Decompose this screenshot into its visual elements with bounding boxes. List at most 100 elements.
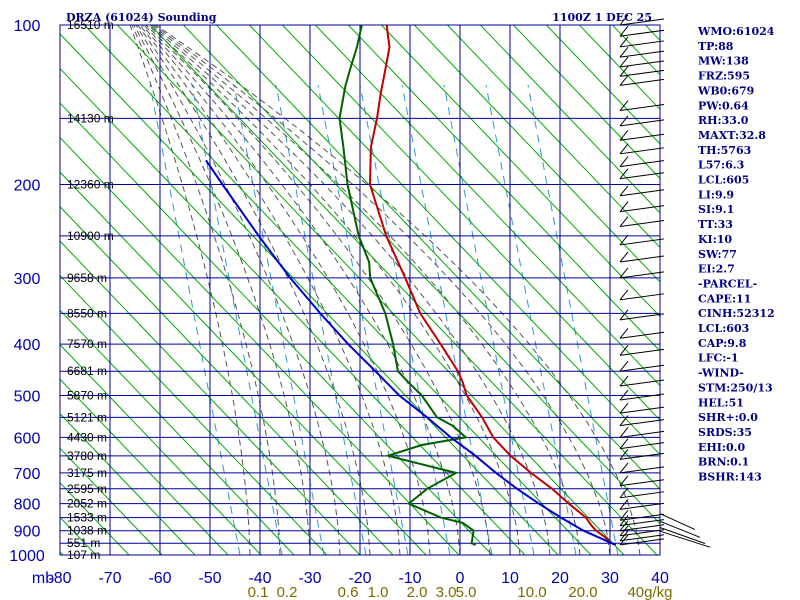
- parcel-profile: [205, 159, 617, 546]
- wind-barb-staff: [619, 172, 665, 180]
- dry-adiabat: [116, 25, 625, 555]
- wind-barb-staff: [619, 29, 665, 37]
- wind-barb: [619, 415, 665, 427]
- wind-barb: [619, 462, 665, 474]
- mixing-ratio-label: 10.0: [517, 584, 546, 600]
- wind-barb-flag: [619, 36, 629, 48]
- dry-adiabat: [215, 25, 660, 490]
- wind-barb-staff: [619, 534, 665, 542]
- height-label: 3175 m: [67, 466, 107, 480]
- index-item: MAXT:32.8: [698, 129, 766, 142]
- wind-barb-staff: [659, 513, 696, 531]
- wind-barb: [619, 185, 665, 197]
- height-label: 5121 m: [67, 410, 107, 424]
- dry-adiabat: [60, 309, 295, 555]
- height-label: 16510 m: [67, 18, 114, 32]
- wind-barb-flag: [619, 520, 629, 532]
- wind-barb-staff: [619, 18, 665, 26]
- mixing-ratio-label: 0.1: [248, 584, 269, 600]
- height-label: 14130 m: [67, 111, 114, 125]
- wind-barb-flag: [619, 427, 629, 438]
- wind-barb-staff: [619, 60, 665, 68]
- wind-barb: [619, 201, 665, 213]
- index-item: CINH:52312: [698, 307, 775, 320]
- wind-barb: [619, 129, 665, 141]
- dry-adiabat: [60, 171, 427, 555]
- wind-barb: [619, 475, 665, 487]
- wind-barb: [619, 143, 665, 155]
- dewpoint-profile: [338, 25, 477, 546]
- wind-barb-flag: [619, 168, 629, 180]
- index-item: SHR+:0.0: [698, 411, 758, 424]
- mixing-ratio-label: 0.6: [338, 584, 359, 600]
- wind-barb-staff: [659, 527, 706, 545]
- height-label: 8550 m: [67, 306, 107, 320]
- wind-barb: [619, 216, 665, 228]
- wind-barb-flag: [619, 251, 629, 263]
- wind-barb-flag: [619, 499, 629, 510]
- mixing-ratio-line: [149, 84, 241, 555]
- wind-barb: [619, 360, 665, 372]
- index-item: SW:77: [698, 248, 737, 261]
- wind-barb-flag: [619, 515, 629, 526]
- index-item: MW:138: [698, 55, 749, 68]
- wind-barb: [619, 402, 665, 414]
- temperature-tick-label: -80: [48, 570, 71, 587]
- wind-barb: [619, 309, 665, 321]
- mixing-ratio-label: 40g/kg: [627, 584, 672, 600]
- dry-adiabat: [60, 136, 460, 555]
- mixing-ratio-line: [401, 84, 493, 555]
- dry-adiabat: [314, 25, 660, 387]
- wind-barb-staff: [619, 524, 665, 532]
- wind-barb-flag: [619, 216, 629, 227]
- wind-barb: [619, 345, 665, 356]
- wind-barb-flag: [619, 415, 629, 426]
- wind-barb-flag: [619, 100, 629, 111]
- wind-barb-flag: [619, 56, 629, 68]
- wind-barb-staff: [619, 513, 665, 521]
- index-item: -PARCEL-: [698, 277, 757, 290]
- dry-adiabat: [60, 102, 493, 555]
- wind-barb-flag: [619, 360, 629, 372]
- wind-barb-flag: [619, 129, 629, 141]
- pressure-tick-label: 600: [14, 430, 41, 447]
- wind-barb-flag: [619, 201, 629, 212]
- dry-adiabat: [446, 25, 660, 249]
- height-label: 1038 m: [67, 524, 107, 538]
- dry-adiabat: [182, 25, 660, 525]
- wind-barb-flag: [619, 375, 629, 387]
- wind-barb-staff: [619, 69, 665, 77]
- wind-barb-staff: [619, 104, 665, 112]
- mixing-ratio-label: 5.0: [456, 584, 477, 600]
- wind-barb-flag: [619, 487, 629, 499]
- wind-barb-staff: [619, 538, 665, 546]
- moist-adiabat: [139, 25, 401, 555]
- index-item: TP:88: [698, 40, 734, 53]
- index-item: WB0:679: [697, 84, 754, 97]
- plot-frame: [59, 24, 661, 556]
- pressure-unit-label: mb: [32, 570, 54, 587]
- dry-adiabats: [60, 25, 660, 555]
- wind-barb-flag: [619, 156, 629, 167]
- wind-barb-staff: [619, 133, 665, 141]
- dry-adiabat: [413, 25, 660, 283]
- wind-barb-staff: [619, 442, 665, 450]
- index-item: LCL:605: [698, 174, 749, 187]
- temperature-tick-label: 20: [551, 570, 569, 587]
- wind-barb-staff: [619, 466, 665, 474]
- wind-barb-staff: [619, 479, 665, 487]
- index-item: SI:9.1: [698, 203, 734, 216]
- dry-adiabat: [281, 25, 660, 421]
- wind-barb: [619, 509, 665, 521]
- wind-barb-staff: [619, 379, 665, 387]
- moist-adiabat: [147, 25, 521, 555]
- height-label: 5870 m: [67, 388, 107, 402]
- mixing-ratio-label: 0.2: [277, 584, 298, 600]
- pressure-tick-label: 900: [14, 524, 41, 541]
- wind-barb-flag: [619, 309, 629, 321]
- wind-barb-flag: [619, 530, 629, 542]
- wind-barb-staff: [619, 519, 665, 527]
